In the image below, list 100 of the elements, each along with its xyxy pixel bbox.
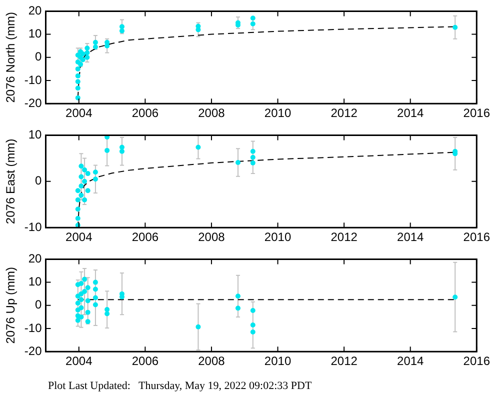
point (250, 160, 256, 166)
point (78, 164, 84, 169)
point (85, 171, 90, 176)
point (85, 285, 90, 290)
point (250, 148, 256, 154)
point (75, 206, 80, 212)
x-tick-label: 2014 (397, 354, 424, 368)
x-tick-label: 2016 (463, 106, 490, 120)
x-tick-label: 2014 (397, 106, 424, 120)
point (196, 324, 201, 330)
point (82, 276, 88, 282)
point (85, 298, 90, 304)
point (75, 73, 80, 78)
point (104, 148, 110, 153)
point (452, 24, 458, 30)
point (119, 28, 124, 34)
point (82, 289, 88, 294)
x-tick-label: 2006 (132, 354, 159, 368)
point (250, 329, 256, 334)
point (75, 300, 80, 306)
point (82, 178, 88, 184)
point (250, 322, 256, 328)
point (78, 314, 84, 320)
y-tick-label: 0 (35, 298, 42, 312)
point (92, 295, 98, 300)
x-tick-label: 2016 (463, 230, 490, 244)
point (85, 319, 90, 324)
x-tick-label: 2008 (198, 354, 226, 368)
point (196, 144, 201, 150)
point (235, 294, 240, 299)
point (119, 148, 124, 154)
point (250, 154, 256, 160)
x-tick-label: 2010 (264, 106, 292, 120)
x-tick-label: 2014 (397, 230, 424, 244)
point (92, 176, 98, 182)
x-tick-label: 2012 (330, 230, 358, 244)
point (75, 197, 80, 202)
point (85, 310, 90, 315)
y-axis-title: 2076 East (mm) (4, 138, 18, 224)
point (250, 308, 256, 313)
x-tick-label: 2004 (66, 106, 93, 120)
point (92, 280, 98, 285)
point (119, 24, 124, 30)
x-tick-label: 2008 (198, 230, 226, 244)
y-axis-title: 2076 Up (mm) (4, 267, 18, 344)
y-tick-label: 10 (28, 274, 42, 289)
x-tick-label: 2004 (66, 354, 93, 368)
point (92, 40, 98, 45)
point (82, 197, 88, 202)
x-tick-label: 2004 (66, 230, 93, 244)
point (84, 46, 90, 51)
point (75, 216, 80, 221)
point (104, 40, 110, 45)
y-tick-label: -20 (24, 344, 42, 358)
y-tick-label: -10 (24, 72, 42, 87)
x-tick-label: 2012 (330, 106, 358, 120)
point (78, 184, 84, 189)
point (78, 174, 84, 180)
point (452, 294, 458, 300)
point (85, 188, 90, 194)
point (75, 66, 80, 72)
text: Plot Last Updated: Thursday, May 19, 2022 09:02:33 PDT (47, 380, 313, 392)
point (235, 160, 240, 165)
x-tick-label: 2006 (132, 106, 159, 120)
y-tick-label: 0 (35, 50, 42, 64)
point (78, 62, 84, 67)
point (92, 170, 98, 175)
y-tick-label: 20 (28, 4, 42, 18)
point (78, 305, 84, 310)
point (75, 79, 80, 84)
point (104, 307, 110, 312)
point (119, 144, 124, 150)
point (82, 167, 88, 172)
point (250, 16, 256, 21)
point (235, 306, 240, 311)
point (75, 318, 80, 323)
y-tick-label: -10 (24, 320, 42, 335)
y-tick-label: -20 (24, 96, 42, 110)
point (84, 54, 90, 60)
x-tick-label: 2006 (132, 230, 159, 244)
point (75, 86, 80, 91)
point (92, 302, 98, 308)
y-tick-label: 10 (28, 128, 42, 142)
point (78, 192, 84, 198)
x-tick-label: 2008 (198, 106, 226, 120)
point (92, 286, 98, 292)
point (92, 44, 98, 50)
x-tick-label: 2010 (264, 230, 292, 244)
y-tick-label: 10 (28, 26, 42, 41)
y-tick-label: -10 (24, 220, 42, 234)
point (104, 311, 110, 316)
x-tick-label: 2012 (330, 354, 358, 368)
point (78, 280, 84, 286)
point (84, 50, 90, 56)
y-axis-title: 2076 North (mm) (4, 12, 18, 103)
point (75, 188, 80, 194)
y-tick-label: 0 (35, 174, 42, 188)
x-tick-label: 2010 (264, 354, 292, 368)
point (80, 57, 86, 62)
point (75, 95, 80, 100)
